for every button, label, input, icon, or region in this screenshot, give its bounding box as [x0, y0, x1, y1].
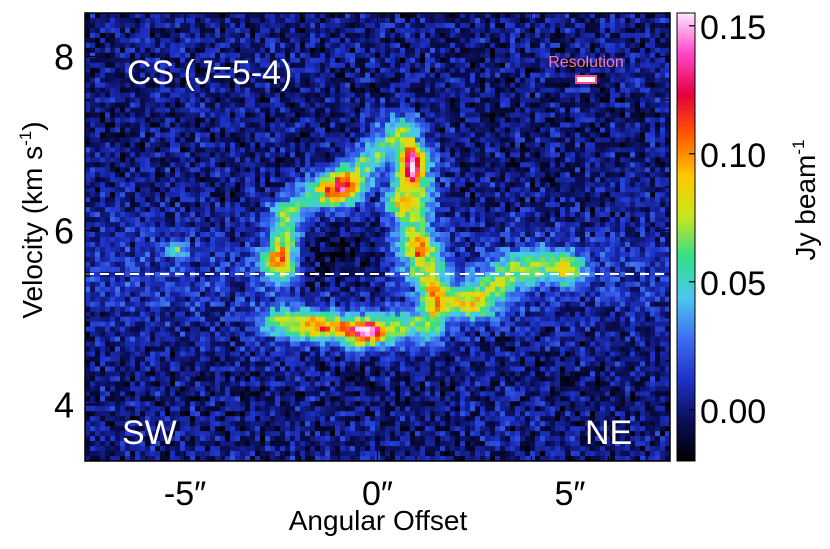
- x-tick-label: 5″: [554, 475, 585, 513]
- colorbar-axis: 0.00 0.05 0.10 0.15: [689, 9, 766, 431]
- colorbar-tick-label: 0.05: [700, 265, 766, 303]
- chart-title: CS (J=5-4): [127, 54, 292, 92]
- resolution-label: Resolution: [548, 54, 624, 71]
- colorbar-tick-label: 0.15: [700, 9, 766, 47]
- corner-label-sw: SW: [122, 414, 177, 452]
- colorbar-tick-label: 0.00: [700, 393, 766, 431]
- resolution-beam-marker: [575, 75, 597, 84]
- y-axis: 4 6 8: [54, 12, 670, 449]
- x-tick-label: -5″: [164, 475, 206, 513]
- y-tick-label: 8: [54, 36, 74, 77]
- colorbar-tick-label: 0.10: [700, 137, 766, 175]
- y-tick-label: 4: [54, 384, 74, 425]
- x-tick-label: 0″: [362, 475, 393, 513]
- colorbar: [676, 12, 696, 462]
- intensity-heatmap: [85, 13, 670, 461]
- y-axis-label: Velocity (km s-1): [16, 121, 48, 318]
- y-tick-label: 6: [54, 210, 74, 251]
- x-axis: -5″ 0″ 5″: [107, 13, 648, 513]
- colorbar-label: Jy beam-1: [789, 140, 821, 261]
- corner-label-ne: NE: [585, 414, 632, 452]
- x-axis-label: Angular Offset: [289, 505, 468, 536]
